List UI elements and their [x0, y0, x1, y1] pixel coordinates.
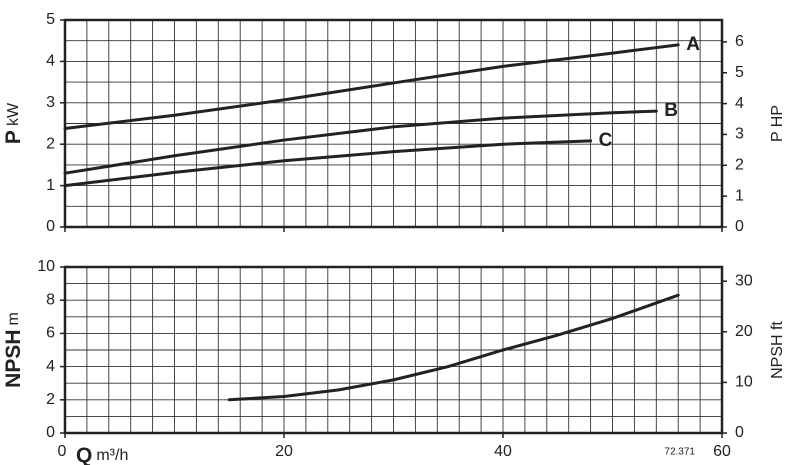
curve — [63, 109, 658, 175]
y2-tick-label: 30 — [735, 272, 753, 289]
x-tick-label: 20 — [275, 443, 293, 460]
curve-label: C — [599, 130, 613, 151]
y-tick-label: 2 — [46, 135, 55, 152]
y-tick-label: 0 — [46, 424, 55, 441]
curve — [227, 293, 680, 402]
x-axis-unit: m³/h — [96, 447, 128, 464]
x-tick-label: 60 — [713, 443, 731, 460]
y2-tick-label: 2 — [735, 157, 744, 174]
figure-code: 72.371 — [664, 447, 695, 458]
y-tick-label: 4 — [46, 358, 55, 375]
y2-tick-label: 10 — [735, 374, 753, 391]
y-axis-symbol: NPSH — [2, 329, 25, 387]
curve-label: A — [686, 34, 700, 55]
y2-tick-label: 3 — [735, 126, 744, 143]
y2-axis-label: NPSH ft — [769, 321, 786, 379]
y-axis-unit: kW — [5, 102, 22, 126]
y2-tick-label: 20 — [735, 323, 753, 340]
x-tick-label: 0 — [58, 443, 67, 460]
y2-tick-label: 0 — [735, 218, 744, 235]
y-tick-label: 1 — [46, 177, 55, 194]
plot-frame — [63, 265, 724, 435]
y2-tick-label: 4 — [735, 95, 744, 112]
y-axis-symbol: P — [2, 130, 25, 144]
curve — [63, 139, 593, 188]
curve — [63, 43, 680, 130]
y-tick-label: 0 — [46, 218, 55, 235]
y-tick-label: 6 — [46, 325, 55, 342]
plot-frame — [63, 18, 724, 229]
x-tick-label: 40 — [494, 443, 512, 460]
y2-tick-label: 0 — [735, 424, 744, 441]
y2-tick-label: 5 — [735, 64, 744, 81]
y-tick-label: 8 — [46, 291, 55, 308]
y2-tick-label: 6 — [735, 33, 744, 50]
y-axis-label: PkW — [2, 102, 25, 144]
y-tick-label: 10 — [37, 258, 55, 275]
y-tick-label: 2 — [46, 391, 55, 408]
y-axis-label: NPSH m — [2, 312, 25, 388]
y2-axis-label: P HP — [769, 105, 786, 142]
y-tick-label: 5 — [46, 11, 55, 28]
y2-tick-label: 1 — [735, 187, 744, 204]
y-tick-label: 4 — [46, 53, 55, 70]
curve-label: B — [664, 100, 678, 121]
x-axis-symbol: Q — [76, 444, 92, 465]
y-tick-label: 3 — [46, 94, 55, 111]
y-axis-unit: m — [5, 312, 22, 325]
